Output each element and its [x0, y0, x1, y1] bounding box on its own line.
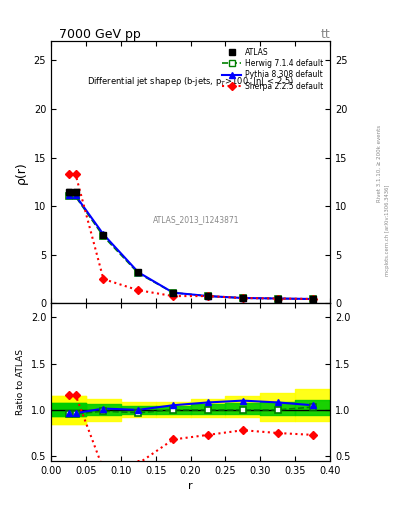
Text: ATLAS_2013_I1243871: ATLAS_2013_I1243871: [153, 215, 239, 224]
Text: 7000 GeV pp: 7000 GeV pp: [59, 28, 141, 41]
Legend: ATLAS, Herwig 7.1.4 default, Pythia 8.308 default, Sherpa 2.2.5 default: ATLAS, Herwig 7.1.4 default, Pythia 8.30…: [219, 45, 326, 94]
Y-axis label: Ratio to ATLAS: Ratio to ATLAS: [16, 349, 25, 415]
X-axis label: r: r: [188, 481, 193, 491]
Text: Differential jet shapeρ (b-jets, p$_T$>100, |η| < 2.5): Differential jet shapeρ (b-jets, p$_T$>1…: [87, 75, 294, 88]
Y-axis label: ρ(r): ρ(r): [15, 161, 28, 183]
Text: Rivet 3.1.10, ≥ 200k events: Rivet 3.1.10, ≥ 200k events: [377, 125, 382, 202]
Text: mcplots.cern.ch [arXiv:1306.3436]: mcplots.cern.ch [arXiv:1306.3436]: [385, 185, 389, 276]
Text: tt: tt: [320, 28, 330, 41]
